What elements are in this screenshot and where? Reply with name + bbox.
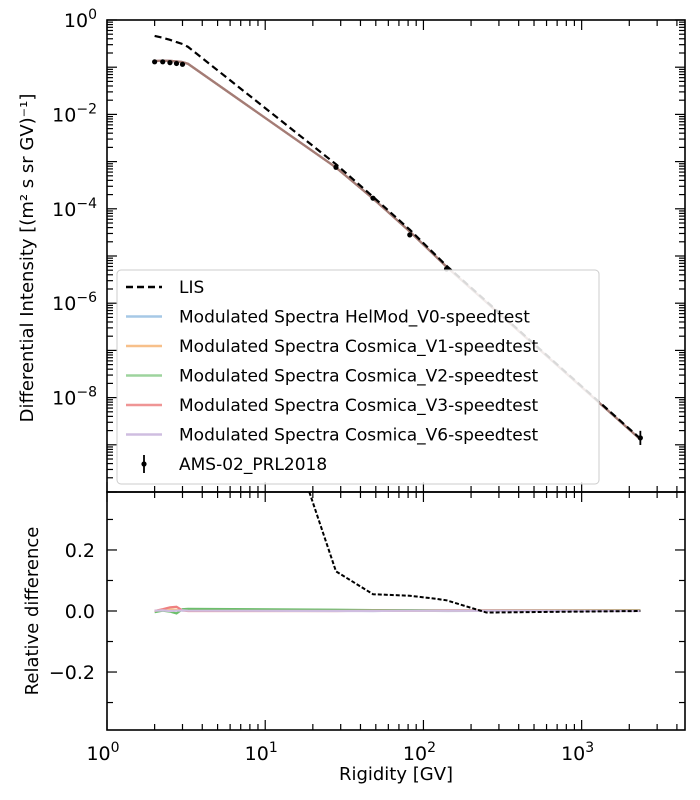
x-tick-label: 103 (561, 740, 594, 765)
data-point (637, 435, 643, 441)
data-point (152, 59, 158, 65)
x-tick-label: 101 (245, 740, 278, 765)
x-axis-label: Rigidity [GV] (339, 764, 453, 785)
legend-label: Modulated Spectra Cosmica_V6-speedtest (179, 426, 539, 446)
axes-labels: Rigidity [GV] Differential Intensity [(m²… (17, 94, 453, 785)
legend-label: Modulated Spectra Cosmica_V3-speedtest (179, 396, 539, 416)
legend-label: Modulated Spectra Cosmica_V1-speedtest (179, 337, 539, 357)
legend-label: AMS-02_PRL2018 (179, 455, 327, 475)
top-panel: 100 10−2 10−4 10−6 10−8 (52, 7, 686, 493)
y-tick-label: 100 (64, 7, 97, 32)
lis-line (154, 34, 642, 440)
bottom-frame (106, 491, 686, 731)
rel-diff-line (154, 609, 641, 613)
legend-label: Modulated Spectra HelMod_V0-speedtest (179, 308, 530, 328)
legend-label: LIS (179, 278, 204, 298)
bottom-panel: 100 101 102 103 0.2 0.0 −0.2 (49, 491, 686, 765)
y-axis-label-top: Differential Intensity [(m² s sr GV)⁻¹] (17, 94, 38, 423)
legend-swatch (141, 461, 147, 467)
y-axis-label-bottom: Relative difference (22, 527, 43, 696)
legend-box (116, 269, 600, 485)
rel-diff-lis-line (308, 492, 641, 614)
legend: LIS Modulated Spectra HelMod_V0-speedtest… (116, 269, 600, 485)
y-tick-label: 0.2 (65, 540, 95, 562)
data-point (179, 61, 186, 67)
data-point (173, 60, 180, 67)
data-point (370, 195, 376, 201)
data-point (160, 59, 166, 65)
x-tick-label: 100 (86, 740, 119, 765)
data-point (333, 164, 339, 170)
legend-label: Modulated Spectra Cosmica_V2-speedtest (179, 367, 539, 387)
y-tick-label: 10−2 (52, 101, 97, 126)
y-tick-label: 10−6 (52, 290, 97, 315)
y-tick-label: 0.0 (65, 601, 95, 623)
data-point (167, 60, 173, 66)
y-tick-label: −0.2 (49, 662, 95, 684)
x-tick-label: 102 (403, 740, 436, 765)
y-tick-label: 10−4 (52, 196, 97, 221)
data-point (407, 232, 413, 238)
y-tick-label: 10−8 (52, 385, 97, 410)
